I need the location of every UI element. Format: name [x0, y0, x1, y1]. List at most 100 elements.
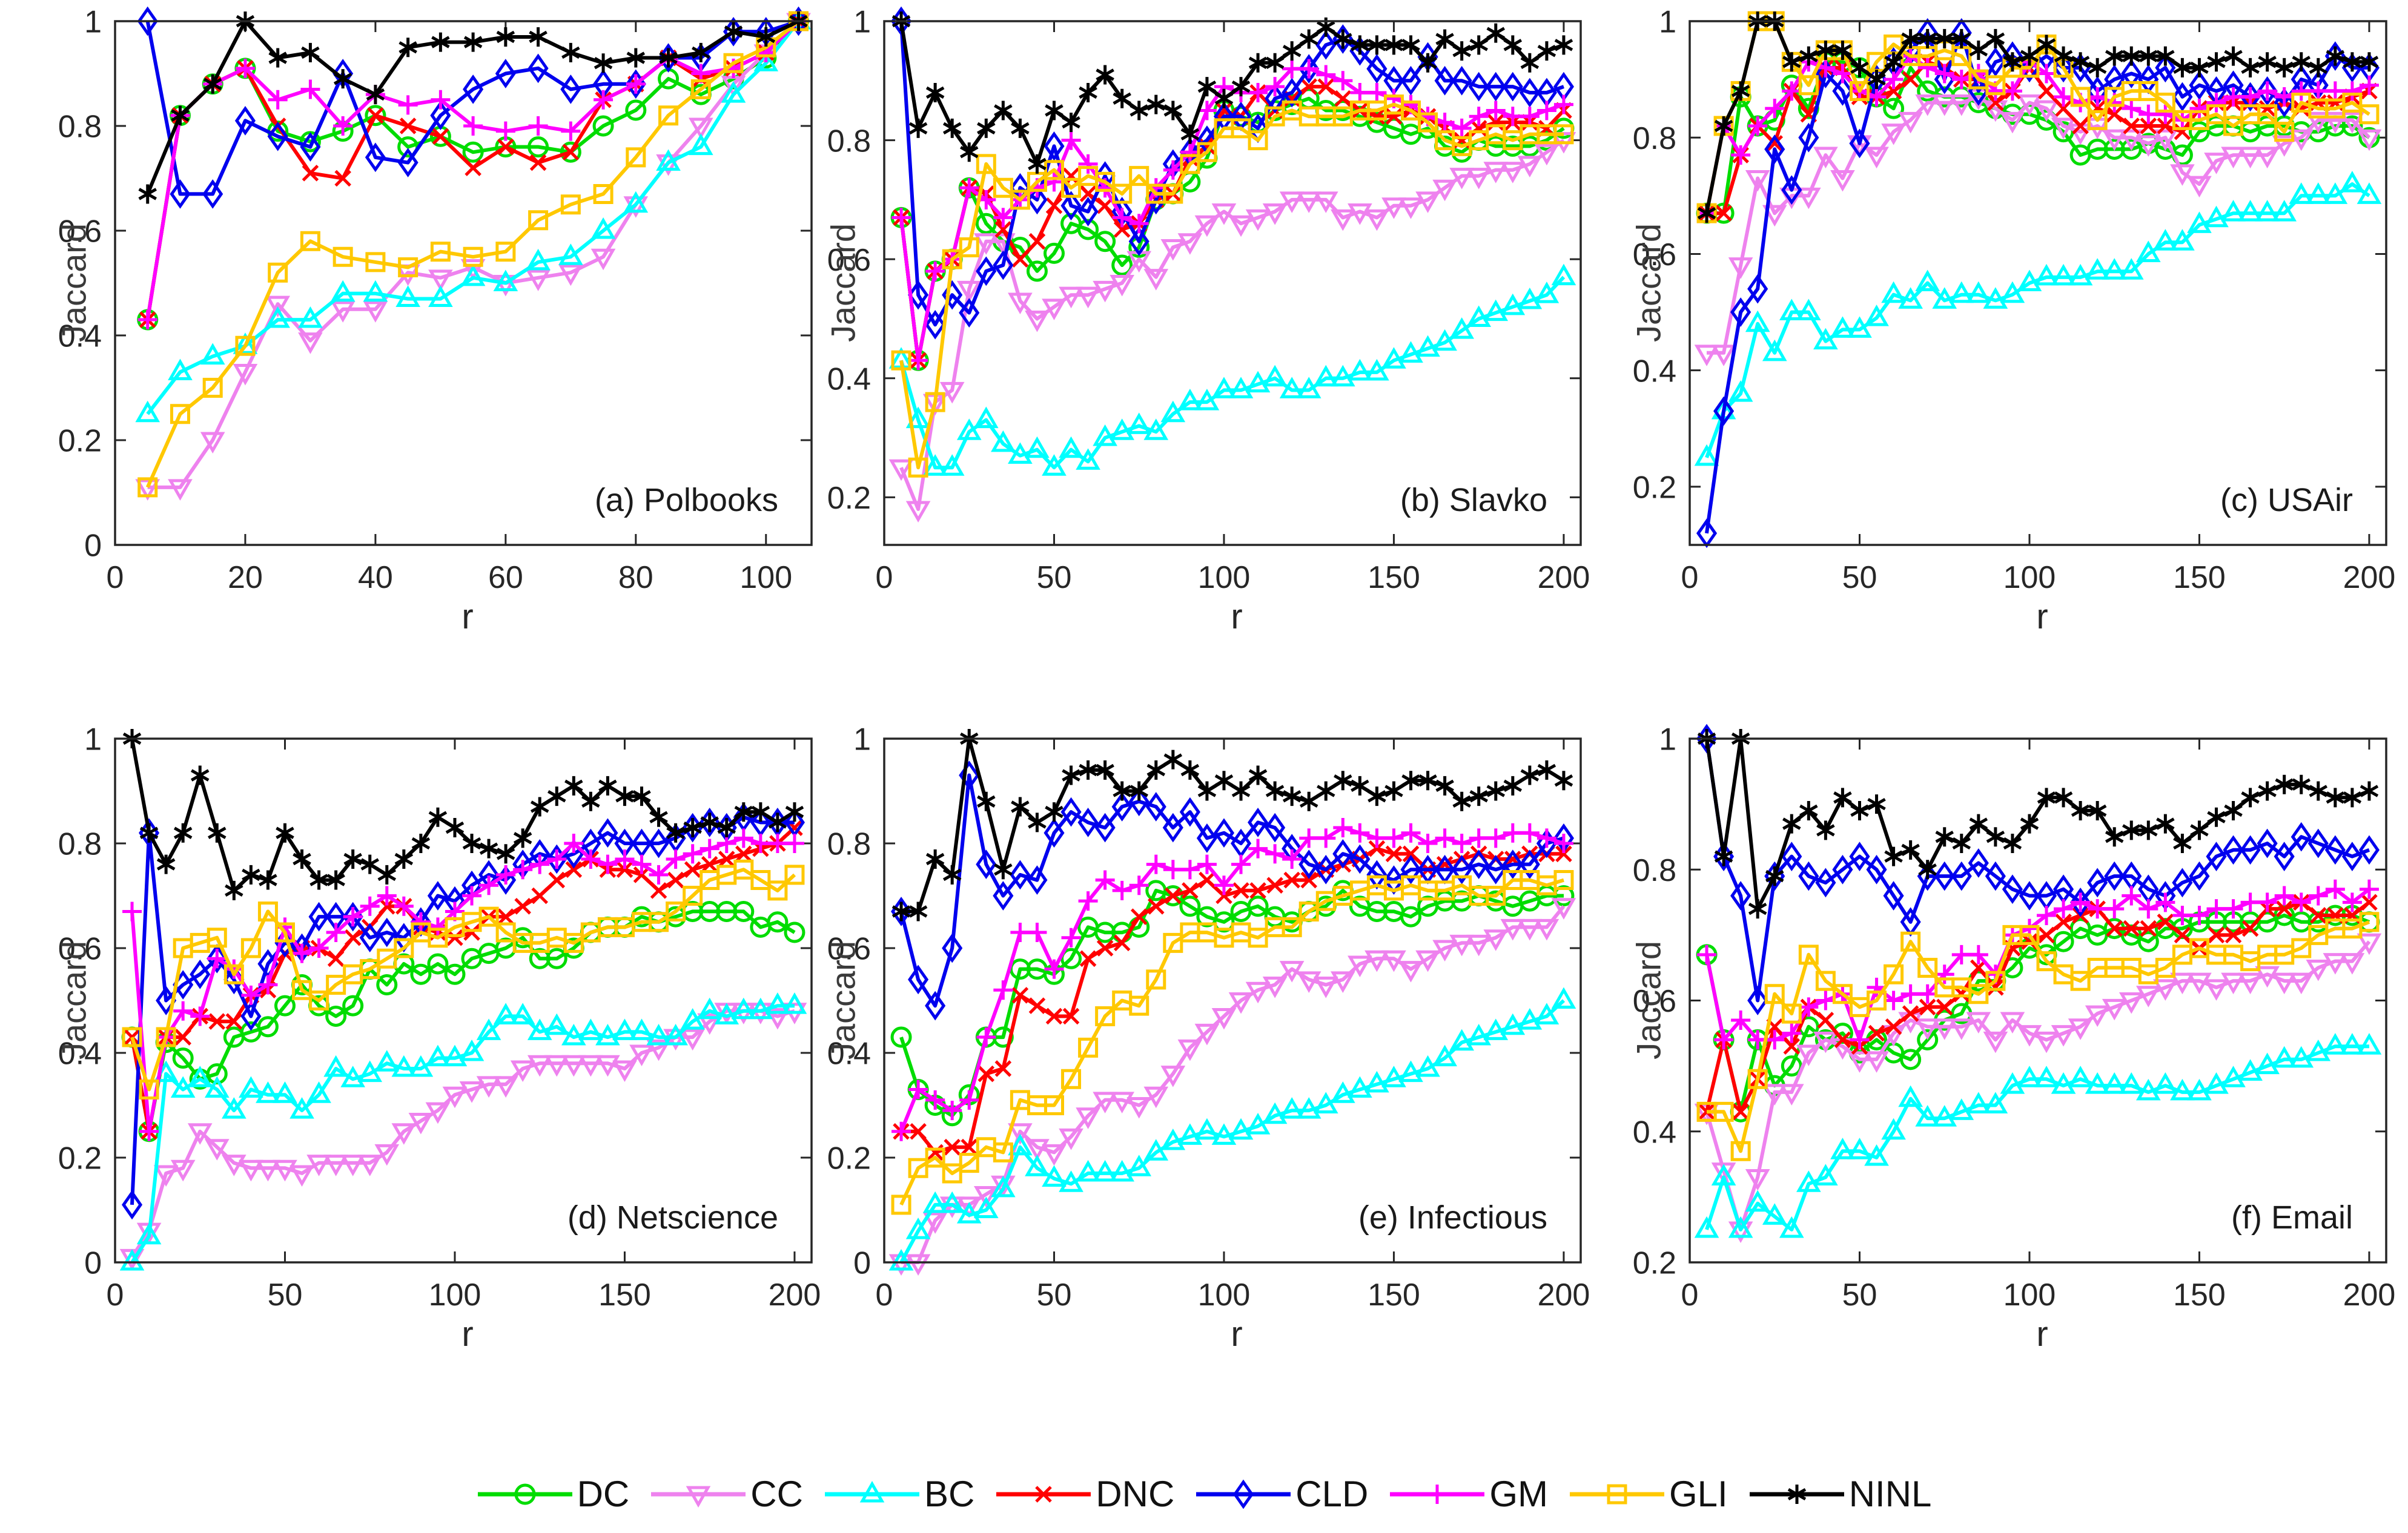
series-GM-marker: [1782, 1023, 1802, 1043]
series-GLI-marker: [2359, 104, 2380, 125]
series-CC-marker: [2204, 153, 2229, 174]
series-GM-marker: [1129, 214, 1149, 234]
series-NINL-line: [130, 738, 796, 892]
series-CLD-marker: [959, 298, 980, 328]
series-GM-marker: [1333, 71, 1353, 91]
series-GLI-marker: [137, 477, 158, 498]
series-DNC-marker: [1317, 78, 1335, 95]
series-BC-marker: [905, 1218, 931, 1239]
series-GLI-marker: [942, 1163, 962, 1184]
series-CC-marker: [1331, 971, 1355, 993]
series-NINL-marker: [1282, 786, 1302, 806]
series-GLI-marker: [1129, 995, 1149, 1016]
series-CLD-line: [130, 815, 795, 1205]
series-GLI-marker: [1968, 984, 1989, 1004]
series-NINL-marker: [942, 865, 962, 885]
series-BC-marker: [1983, 1092, 2008, 1113]
series-CC-marker: [2000, 111, 2025, 134]
series-GM-marker: [1486, 828, 1506, 848]
x-tick-label: 40: [358, 560, 393, 595]
series-BC-marker: [939, 454, 965, 476]
series-GM-marker: [235, 58, 255, 78]
series-NINL-marker: [2156, 46, 2175, 66]
series-CC-marker: [1296, 191, 1321, 213]
series-GM-marker: [1333, 818, 1353, 838]
y-tick-label: 0: [84, 1246, 102, 1281]
series-GLI-marker: [1027, 171, 1047, 192]
series-GLI-marker: [2172, 945, 2192, 965]
series-GM-marker: [908, 1080, 928, 1099]
series-GM-marker: [2071, 892, 2091, 912]
series-GLI-marker: [614, 917, 635, 937]
series-GLI-marker: [463, 246, 483, 267]
series-NINL-marker: [1748, 899, 1767, 919]
series-GM-marker: [1816, 58, 1836, 77]
series-BC-marker: [1813, 328, 1838, 350]
series-BC-marker: [2204, 1072, 2229, 1094]
series-GLI-marker: [1553, 870, 1574, 891]
x-tick-label: 100: [1198, 1278, 1251, 1313]
series-BC-marker: [2340, 171, 2365, 193]
series-CC-marker: [1694, 345, 1719, 366]
series-GM-marker: [1520, 107, 1540, 127]
series-CLD-marker: [1883, 881, 1904, 911]
series-DNC-marker: [650, 882, 667, 899]
series-GLI-marker: [223, 964, 244, 984]
series-GLI-marker: [626, 147, 646, 168]
series-CC-marker: [363, 301, 388, 323]
series-CLD-marker: [1077, 808, 1099, 837]
series-NINL-marker: [2360, 52, 2379, 72]
series-BC-marker: [2238, 200, 2263, 222]
x-tick-label: 200: [2343, 1278, 2396, 1313]
series-DNC-marker: [497, 908, 514, 925]
series-GM-marker: [343, 907, 363, 927]
series-DC-marker: [1553, 885, 1575, 906]
series-CLD-marker: [1849, 842, 1870, 871]
series-BC-marker: [363, 280, 388, 302]
series-NINL-marker: [1180, 124, 1200, 144]
series-GM-marker: [1714, 1030, 1734, 1050]
series-CC-marker: [2017, 94, 2042, 116]
series-GLI-marker: [1265, 106, 1285, 127]
y-tick-label: 0.2: [58, 424, 102, 459]
series-DC-marker: [1060, 948, 1082, 969]
series-CC-marker: [1228, 992, 1254, 1014]
series-GM-marker: [1934, 964, 1954, 984]
series-GLI-marker: [690, 79, 711, 99]
series-BC-marker: [1449, 317, 1474, 339]
series-CC-marker: [2306, 111, 2331, 134]
series-DNC-marker: [1334, 90, 1352, 107]
series-NINL-marker: [2054, 788, 2073, 808]
x-axis-label: r: [461, 1314, 474, 1354]
series-NINL-marker: [1554, 771, 1573, 791]
series-GM-marker: [2002, 81, 2022, 101]
series-CLD-marker: [1400, 854, 1421, 885]
series-CC-marker: [1762, 205, 1787, 227]
series-NINL-marker: [394, 849, 414, 869]
subplot-caption: (a) Polbooks: [594, 482, 778, 518]
x-tick-label: 100: [1198, 560, 1251, 595]
series-DNC-marker: [514, 898, 531, 915]
series-GM-marker: [1799, 997, 1819, 1017]
series-GM-marker: [1367, 828, 1387, 848]
series-DNC-marker: [616, 861, 633, 879]
series-CLD-marker: [170, 179, 191, 209]
series-CC-marker: [905, 501, 931, 523]
series-DNC-marker: [1885, 1018, 1902, 1035]
series-NINL-marker: [1130, 101, 1148, 120]
series-GM-marker: [1731, 1010, 1751, 1030]
series-BC-marker: [753, 50, 779, 71]
series-CLD-marker: [1798, 861, 1819, 891]
series-BC-marker: [922, 1191, 948, 1213]
legend: DC CC BC DNC CLD GM GLI NINL: [0, 1458, 2408, 1531]
series-CLD-marker: [359, 923, 380, 953]
series-GM-marker: [2122, 886, 2142, 906]
series-BC-marker: [204, 1076, 230, 1098]
series-GLI-marker: [2087, 110, 2108, 130]
series-GLI-marker: [139, 1080, 159, 1100]
series-GLI-marker: [2274, 122, 2295, 142]
series-BC-marker: [714, 1003, 739, 1024]
series-GLI-marker: [202, 378, 223, 398]
series-NINL-marker: [1418, 771, 1437, 791]
series-CC-marker: [1279, 191, 1305, 213]
